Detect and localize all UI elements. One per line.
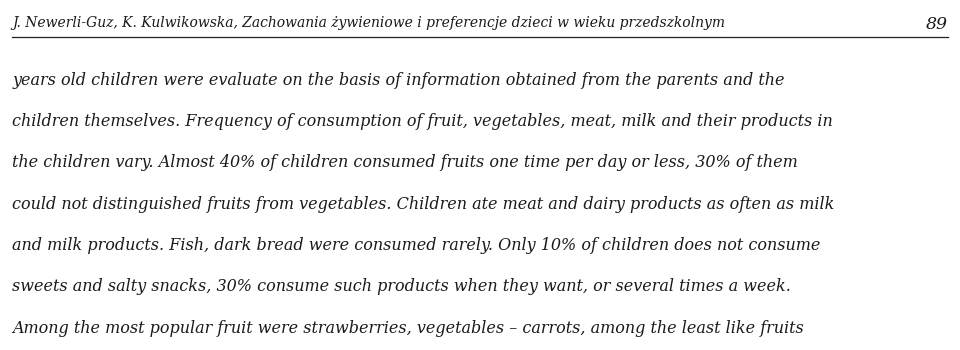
Text: the children vary. Almost 40% of children consumed fruits one time per day or le: the children vary. Almost 40% of childre… — [12, 154, 798, 172]
Text: could not distinguished fruits from vegetables. Children ate meat and dairy prod: could not distinguished fruits from vege… — [12, 196, 835, 213]
Text: sweets and salty snacks, 30% consume such products when they want, or several ti: sweets and salty snacks, 30% consume suc… — [12, 278, 791, 295]
Text: 89: 89 — [925, 16, 948, 33]
Text: and milk products. Fish, dark bread were consumed rarely. Only 10% of children d: and milk products. Fish, dark bread were… — [12, 237, 821, 254]
Text: years old children were evaluate on the basis of information obtained from the p: years old children were evaluate on the … — [12, 72, 785, 89]
Text: children themselves. Frequency of consumption of fruit, vegetables, meat, milk a: children themselves. Frequency of consum… — [12, 113, 833, 130]
Text: Among the most popular fruit were strawberries, vegetables – carrots, among the : Among the most popular fruit were strawb… — [12, 320, 804, 337]
Text: J. Newerli-Guz, K. Kulwikowska, Zachowania żywieniowe i preferencje dzieci w wie: J. Newerli-Guz, K. Kulwikowska, Zachowan… — [12, 16, 726, 30]
